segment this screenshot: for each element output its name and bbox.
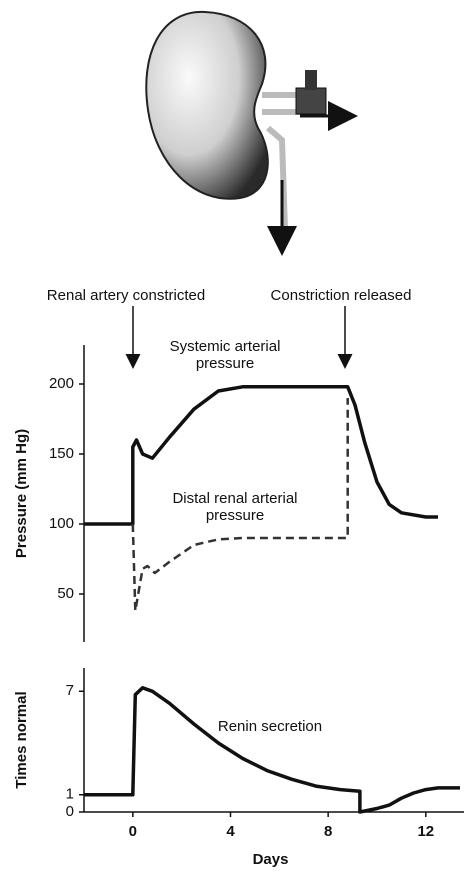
annotation: Constriction released <box>271 287 412 304</box>
annotation-arrows <box>125 306 353 369</box>
x-tick-label: 0 <box>129 823 137 840</box>
series-label: Distal renal arterial pressure <box>172 490 298 524</box>
y-tick-label: 0 <box>66 803 74 820</box>
y-tick-label: 200 <box>49 375 74 392</box>
y-tick-label: 1 <box>66 786 74 803</box>
series-line <box>131 398 349 613</box>
y-axis-label: Times normal <box>13 691 30 788</box>
y-tick-label: 100 <box>49 515 74 532</box>
x-tick-label: 12 <box>417 823 434 840</box>
series-label: Systemic arterial pressure <box>169 338 281 372</box>
kidney-illustration <box>145 10 358 256</box>
x-tick-label: 8 <box>324 823 332 840</box>
x-axis-label: Days <box>253 851 289 868</box>
series-label: Renin secretion <box>217 718 323 735</box>
annotation: Renal artery constricted <box>47 287 205 304</box>
y-tick-label: 50 <box>57 585 74 602</box>
y-axis-label: Pressure (mm Hg) <box>13 429 30 558</box>
y-tick-label: 150 <box>49 445 74 462</box>
series-line <box>84 385 438 526</box>
x-tick-label: 4 <box>226 823 235 840</box>
y-tick-label: 7 <box>66 682 74 699</box>
series-line <box>84 686 460 814</box>
